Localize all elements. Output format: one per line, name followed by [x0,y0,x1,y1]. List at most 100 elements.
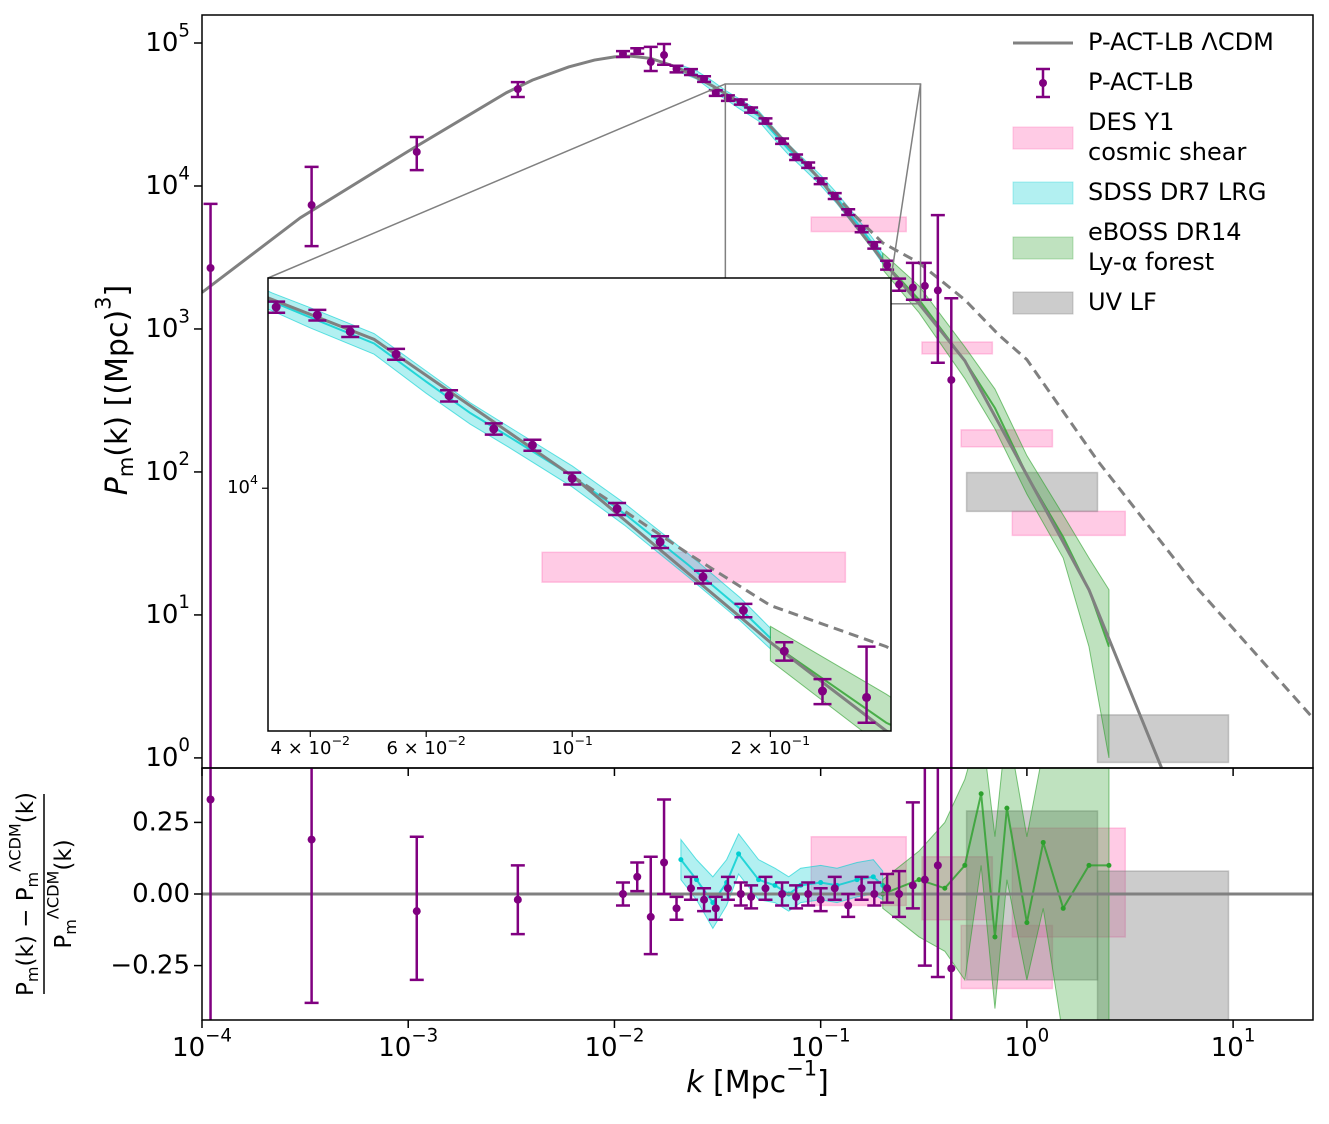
y-tick-label-part: 10 [145,170,178,200]
data-point [736,890,745,898]
band-center-line [882,793,1109,938]
ratio-label-numerator-part: P [13,982,39,996]
data-point [307,835,316,844]
band-point [854,877,860,883]
data-point [412,907,421,916]
data-box [965,471,1099,513]
data-point [830,884,839,893]
legend-swatch [1012,291,1074,315]
inset-x-tick-label-part: −1 [792,732,811,747]
y-tick-label-part: 10 [145,313,178,343]
data-point [792,892,801,901]
data-point [513,895,522,904]
x-tick-label-part: 10 [1005,1033,1038,1063]
data-point [307,201,316,210]
band-point [992,934,998,940]
data-point [870,241,879,250]
y-tick-label-part: 5 [178,20,190,41]
x-tick-label-part: −4 [205,1025,232,1046]
legend-swatch [1012,181,1074,205]
error-bar [857,645,876,724]
data-point [513,85,522,94]
ratio-plot-area [202,768,1313,1020]
x-tick-label-part: 1 [1244,1025,1256,1046]
error-bar [209,768,212,1020]
x-tick-label: 100 [1005,1025,1050,1062]
data-point [908,881,917,890]
data-point [747,105,756,114]
y-tick-label-part: 10 [145,456,178,486]
inset-plot-area [268,290,891,731]
y-axis-label-text-part: (k) [(Mpc) [100,310,135,457]
data-point [391,349,401,359]
band-point [1060,905,1066,911]
error-bar [905,801,920,910]
ratio-label-numerator-part: m [22,966,41,982]
inset-x-tick-label-part: 6 × 10 [386,738,447,759]
data-point [700,75,709,84]
data-point [567,473,577,483]
data-point [779,646,789,656]
y-tick-label: 0.00 [132,879,190,909]
data-point [883,261,892,270]
ratio-label-denominator-part: (k) [51,839,77,870]
ratio-label-denominator: PmΛCDM(k) [43,839,79,948]
data-point [618,890,627,898]
y-tick-label-part: 4 [178,163,190,184]
x-tick-label-part: 10 [378,1033,411,1063]
data-point [778,137,787,146]
ratio-label-denominator-part: m [60,919,79,935]
data-box [1011,827,1127,938]
data-point [862,692,872,702]
data-point [527,440,537,450]
data-point [816,895,825,904]
x-tick-label: 101 [1211,1025,1256,1062]
band-point [1004,805,1010,811]
y-tick-label-part: −0.25 [110,950,190,980]
y-axis-label-text-part: m [114,457,138,477]
y-axis-label-text-part: ] [100,285,135,297]
data-point [738,605,748,615]
y-tick-label-part: 2 [178,449,190,470]
y-tick-label: 0.25 [132,807,190,837]
ratio-label-denominator-part: P [51,935,77,949]
zoom-connector [267,83,726,279]
x-axis-label-part: ] [817,1065,829,1100]
ratio-label-numerator-part: ΛCDM [5,823,24,872]
data-point [804,890,813,898]
band-point [916,877,922,883]
y-tick-label: −0.25 [110,950,190,980]
ratio-label-denominator-part: ΛCDM [43,871,62,920]
data-point [660,858,669,867]
legend-label: DES Y1 [1088,108,1174,136]
y-tick-label-part: 10 [145,599,178,629]
data-box [921,341,994,355]
data-point [895,280,904,289]
inset-frame [267,277,892,732]
inset-x-tick-label-part: 4 × 10 [271,738,332,759]
error-bar [950,768,953,1020]
inset-y-tick-label-part: 10 [227,477,250,498]
data-point [908,283,917,292]
y-tick-label-part: 10 [145,28,178,58]
band-point [818,880,824,886]
legend-label: P-ACT-LB ΛCDM [1088,28,1274,56]
x-axis-label-part: [Mpc [704,1065,787,1100]
data-point [660,51,669,60]
band-point [756,877,762,883]
x-tick-label-part: −2 [618,1025,645,1046]
data-point [271,302,281,312]
band-point [962,862,968,868]
ratio-label-numerator-part: m [22,872,41,888]
data-point [857,884,866,893]
inset-x-tick-label-part: −1 [574,732,593,747]
zoom-connector [890,83,922,279]
legend-label: SDSS DR7 LRG [1088,178,1267,206]
inset-x-tick-label-part: 2 × 10 [731,738,792,759]
band-point [772,882,778,888]
y-tick-label: 101 [145,592,190,629]
data-point [711,904,720,913]
data-point [723,884,732,893]
band-point [710,900,716,906]
data-point [870,890,879,898]
